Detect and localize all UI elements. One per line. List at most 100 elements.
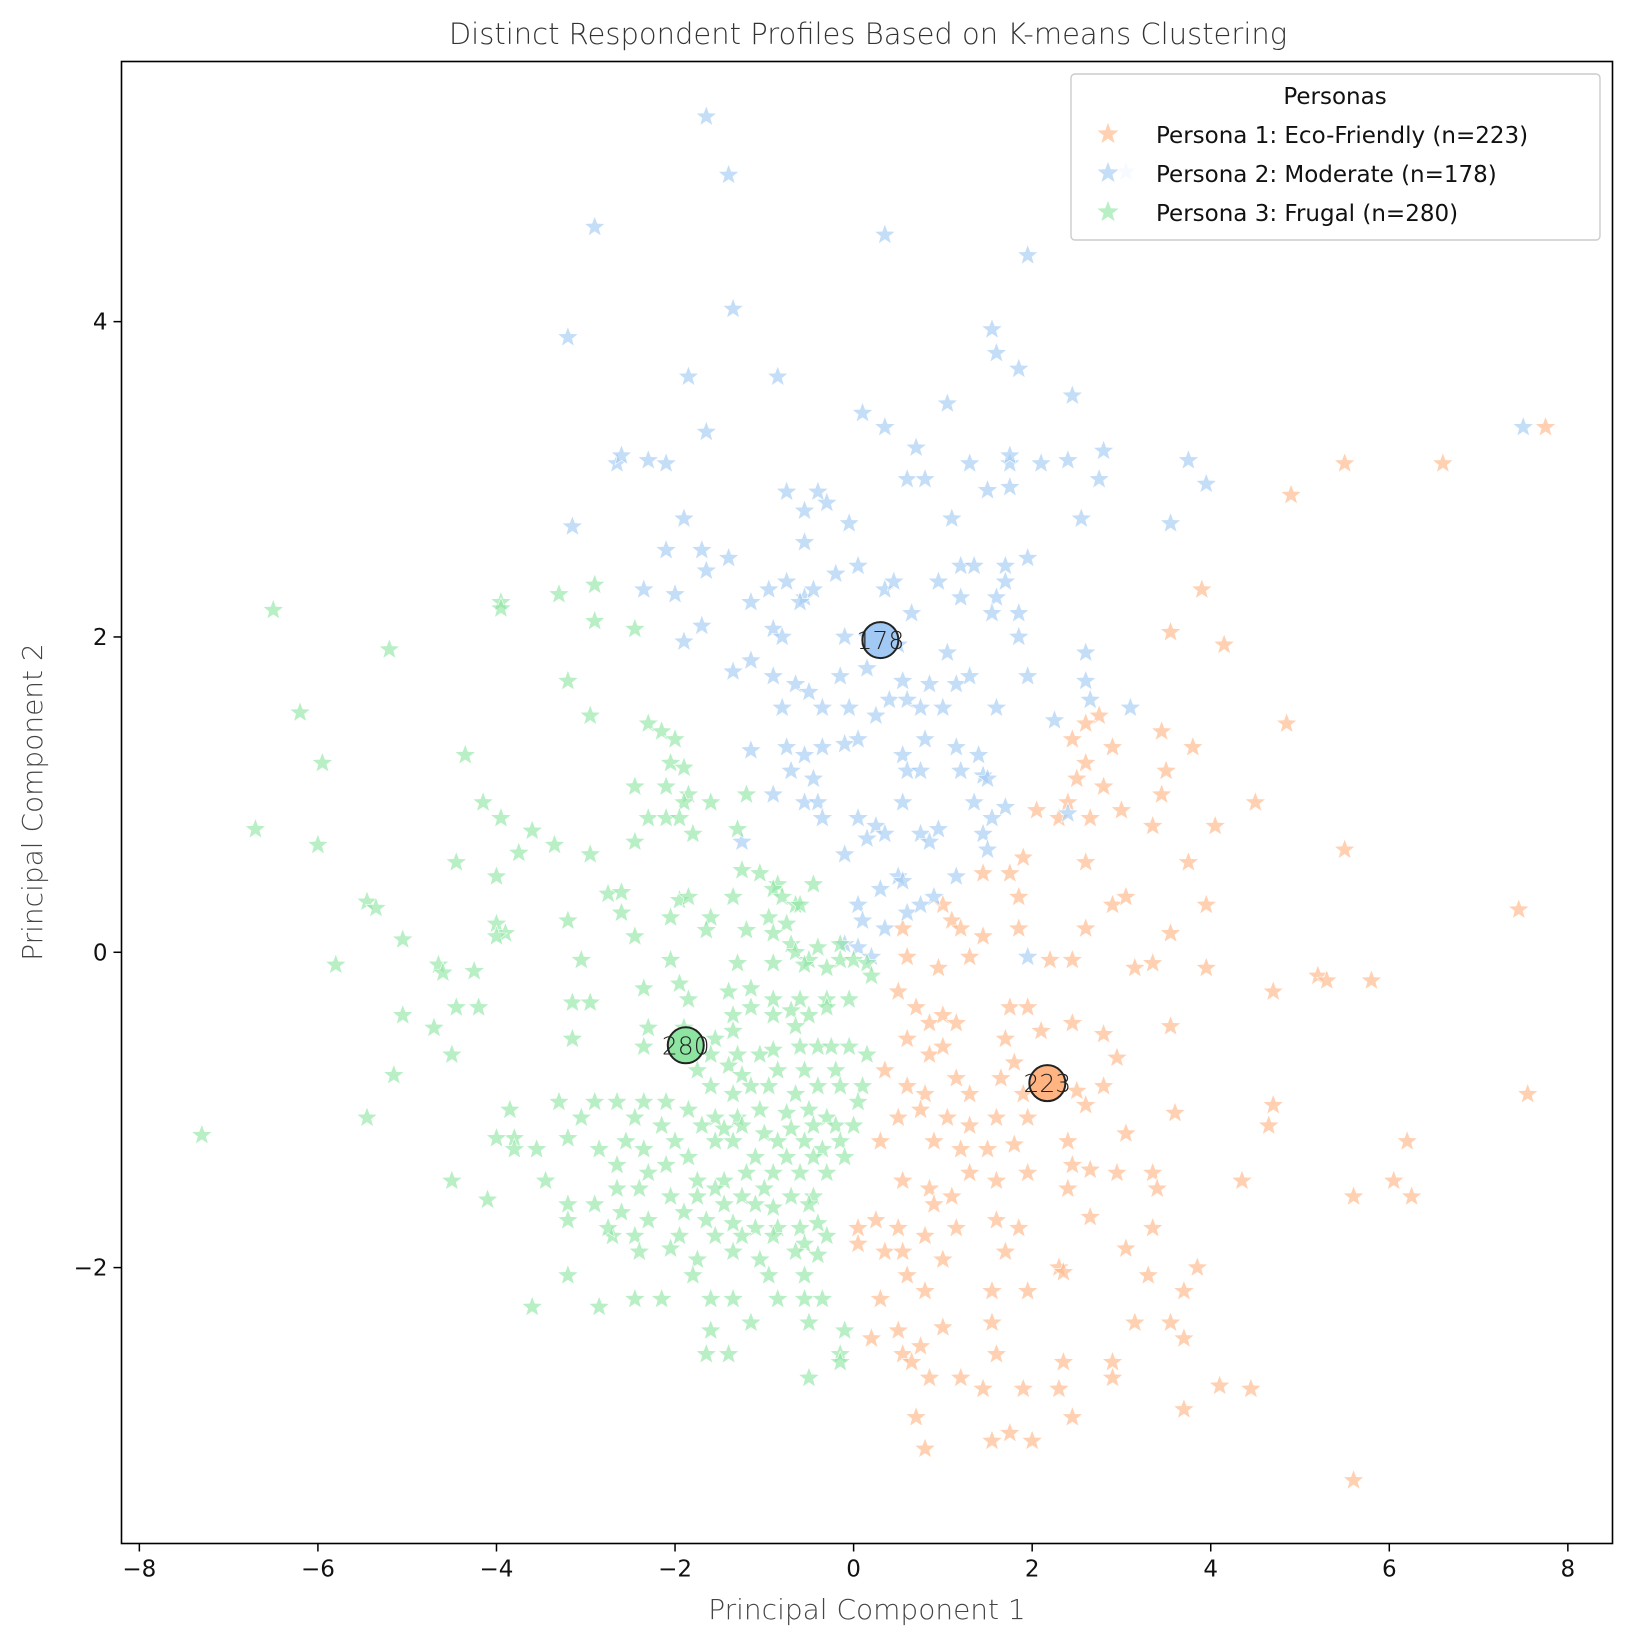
data-point-persona-1 <box>1181 735 1205 757</box>
data-point-persona-2 <box>739 738 763 761</box>
data-point-persona-2 <box>806 790 830 813</box>
data-point-persona-3 <box>730 1224 754 1246</box>
legend-label-persona-1: Persona 1: Eco-Friendly (n=223) <box>1156 123 1528 149</box>
data-point-persona-2 <box>891 743 914 765</box>
data-point-persona-1 <box>1078 1157 1102 1180</box>
data-point-persona-2 <box>985 696 1008 718</box>
data-point-persona-3 <box>364 896 388 918</box>
data-point-persona-3 <box>570 1105 593 1128</box>
data-point-persona-1 <box>909 1334 932 1357</box>
data-point-persona-3 <box>632 1090 656 1112</box>
data-point-persona-3 <box>520 1295 544 1317</box>
data-point-persona-3 <box>476 1187 499 1210</box>
data-point-persona-1 <box>900 1350 923 1372</box>
data-point-persona-2 <box>784 672 807 694</box>
data-point-persona-3 <box>668 1224 691 1246</box>
data-point-persona-3 <box>721 1082 745 1104</box>
data-point-persona-3 <box>797 1310 821 1333</box>
data-point-persona-2 <box>690 538 714 560</box>
data-point-persona-2 <box>985 341 1008 363</box>
data-point-persona-3 <box>244 817 267 839</box>
data-point-persona-3 <box>636 1161 660 1183</box>
x-tick-label: 2 <box>1025 1557 1040 1583</box>
data-point-persona-3 <box>695 1208 718 1230</box>
data-point-persona-1 <box>1186 1255 1209 1278</box>
data-point-persona-1 <box>913 1224 937 1246</box>
data-point-persona-3 <box>757 905 781 928</box>
data-point-persona-2 <box>962 554 986 576</box>
data-point-persona-3 <box>485 924 508 947</box>
data-point-persona-2 <box>1087 467 1111 489</box>
data-point-persona-3 <box>623 774 647 797</box>
data-point-persona-2 <box>833 842 856 865</box>
data-point-persona-1 <box>1025 798 1048 820</box>
data-point-persona-3 <box>659 751 682 773</box>
x-tick-label: −6 <box>301 1557 335 1583</box>
data-point-persona-2 <box>873 822 897 844</box>
data-point-persona-3 <box>779 998 803 1021</box>
data-point-persona-2 <box>918 672 941 694</box>
data-point-persona-3 <box>489 596 513 619</box>
data-point-persona-3 <box>556 1263 580 1286</box>
data-point-persona-2 <box>610 443 633 466</box>
data-point-persona-2 <box>927 569 950 592</box>
data-point-persona-1 <box>1114 1121 1138 1144</box>
data-point-persona-3 <box>632 1137 656 1159</box>
data-point-persona-3 <box>520 819 544 841</box>
data-point-persona-3 <box>668 806 691 828</box>
data-point-persona-3 <box>726 951 749 973</box>
data-point-persona-1 <box>1074 751 1098 773</box>
data-point-persona-1 <box>1136 1263 1160 1286</box>
data-point-persona-3 <box>628 1239 651 1262</box>
data-point-persona-1 <box>1114 885 1138 907</box>
data-point-persona-3 <box>324 953 348 975</box>
data-point-persona-3 <box>391 1003 415 1025</box>
data-point-persona-2 <box>882 569 906 592</box>
data-point-persona-3 <box>543 833 566 855</box>
data-point-persona-1 <box>1007 916 1031 939</box>
data-point-persona-2 <box>909 759 932 781</box>
data-point-persona-2 <box>561 514 584 537</box>
data-point-persona-2 <box>958 451 981 474</box>
data-point-persona-3 <box>699 790 723 813</box>
data-point-persona-1 <box>980 1279 1004 1301</box>
data-point-persona-1 <box>1123 1310 1147 1333</box>
data-point-persona-3 <box>654 774 678 797</box>
data-point-persona-3 <box>837 1035 861 1057</box>
data-point-persona-1 <box>1078 806 1102 828</box>
data-point-persona-1 <box>958 1161 981 1183</box>
data-point-persona-2 <box>824 562 848 584</box>
data-point-persona-1 <box>931 1247 955 1270</box>
data-point-persona-1 <box>1074 916 1098 939</box>
y-tick-label: −2 <box>74 1256 108 1282</box>
data-point-persona-3 <box>721 1287 745 1309</box>
data-point-persona-1 <box>958 1082 981 1104</box>
data-point-persona-3 <box>471 790 495 813</box>
data-point-persona-2 <box>788 590 812 612</box>
data-point-persona-1 <box>1110 798 1133 820</box>
data-point-persona-1 <box>949 1137 973 1159</box>
data-point-persona-1 <box>1172 1279 1196 1301</box>
data-point-persona-3 <box>793 953 816 975</box>
data-point-persona-3 <box>846 1090 870 1112</box>
data-point-persona-2 <box>851 908 874 931</box>
data-point-persona-2 <box>913 727 937 750</box>
data-point-persona-2 <box>1007 625 1031 647</box>
data-point-persona-3 <box>806 935 830 958</box>
data-point-persona-1 <box>1315 968 1339 991</box>
data-point-persona-1 <box>958 945 981 967</box>
data-point-persona-2 <box>797 680 821 702</box>
data-point-persona-3 <box>726 1042 749 1065</box>
y-tick-label: 2 <box>93 625 108 651</box>
data-point-persona-3 <box>761 1038 785 1060</box>
data-point-persona-2 <box>1016 243 1039 266</box>
data-point-persona-2 <box>761 782 785 805</box>
data-point-persona-2 <box>766 364 790 387</box>
data-point-persona-2 <box>962 790 986 813</box>
data-point-persona-3 <box>681 822 705 844</box>
data-point-persona-2 <box>891 790 914 813</box>
data-point-persona-1 <box>1092 774 1115 797</box>
data-point-persona-3 <box>784 1239 807 1262</box>
data-point-persona-1 <box>1159 1014 1182 1036</box>
data-point-persona-3 <box>623 1224 647 1246</box>
